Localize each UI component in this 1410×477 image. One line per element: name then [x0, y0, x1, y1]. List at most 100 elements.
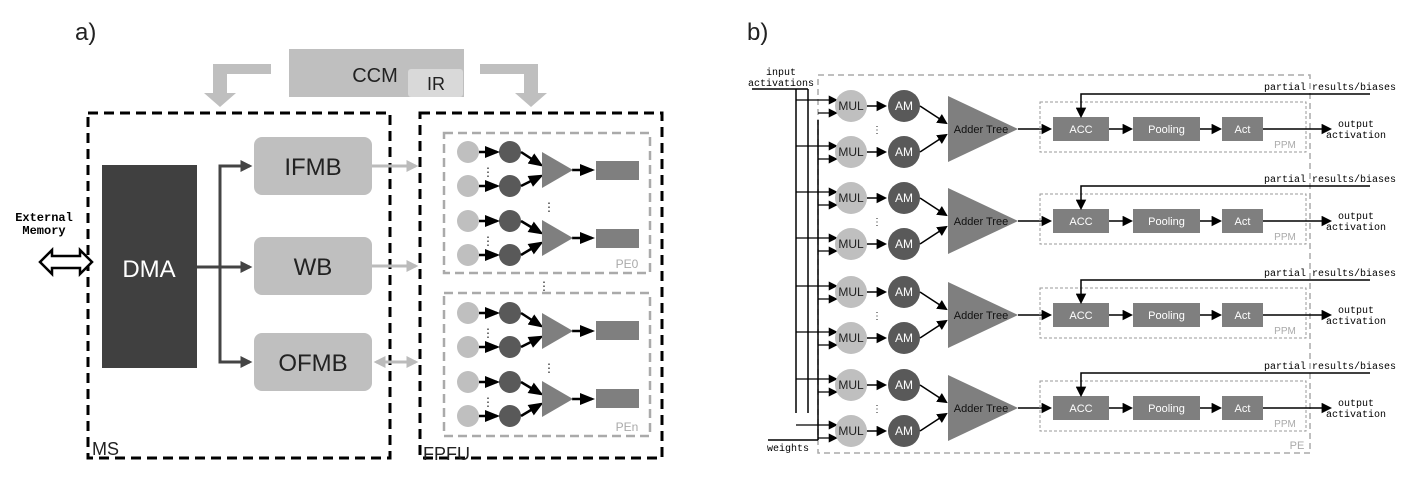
ppm-label: PPM	[1274, 232, 1296, 243]
adder-tree-label: Adder Tree	[954, 216, 1008, 228]
svg-text:⋮: ⋮	[872, 404, 882, 415]
panel-a-label: a)	[75, 19, 96, 46]
pooling-block	[1133, 117, 1200, 141]
mul-node	[835, 322, 867, 354]
svg-text:⋮: ⋮	[482, 326, 494, 340]
wb-block	[254, 237, 372, 295]
adder-tree	[948, 282, 1018, 348]
partial-results-label: partial results/biases	[1264, 268, 1396, 280]
acc-block	[1053, 117, 1109, 141]
ofmb-label: OFMB	[278, 350, 347, 377]
fpfu-box	[418, 111, 664, 460]
pooling-block-label: Pooling	[1148, 310, 1185, 322]
pe-label: PE	[1290, 440, 1305, 452]
output-activation-label: output activation	[1326, 120, 1386, 142]
ccm-to-ms-arrow	[204, 64, 271, 107]
dma-label: DMA	[122, 256, 175, 283]
svg-text:⋮: ⋮	[872, 217, 882, 228]
ppm-label: PPM	[1274, 326, 1296, 337]
am-label: AM	[895, 145, 913, 159]
am-label: AM	[895, 191, 913, 205]
am-node	[888, 276, 920, 308]
pe0-group: PE0 ⋮ ⋮ ⋮	[442, 131, 652, 275]
svg-text:⋮: ⋮	[543, 361, 555, 375]
pe0-box	[442, 131, 652, 275]
adder-tree-label: Adder Tree	[954, 403, 1008, 415]
acc-block	[1053, 396, 1109, 420]
output-activation-label: output activation	[1326, 306, 1386, 328]
svg-text:⋮: ⋮	[482, 165, 494, 179]
partial-results-line	[1075, 279, 1370, 305]
mul-node	[835, 415, 867, 447]
ccm-to-fpfu-arrow	[480, 64, 547, 107]
ifmb-block	[254, 137, 372, 195]
pooling-block-label: Pooling	[1148, 216, 1185, 228]
mul-label: MUL	[838, 145, 864, 159]
act-block-label: Act	[1235, 310, 1251, 322]
svg-text:⋮: ⋮	[872, 311, 882, 322]
act-block-label: Act	[1235, 216, 1251, 228]
acc-block-label: ACC	[1069, 310, 1092, 322]
ppm-box	[1039, 101, 1307, 153]
am-node	[888, 90, 920, 122]
partial-results-label: partial results/biases	[1264, 82, 1396, 94]
pe-row-0: MUL AM MUL AM ⋮ Adder Tree PPM ACC Pooling Act par…	[796, 82, 1396, 168]
am-node	[888, 322, 920, 354]
mul-label: MUL	[838, 237, 864, 251]
panel-a: a) CCM IR MS FPFU External Memory DMA IFM…	[15, 19, 664, 464]
am-node	[888, 182, 920, 214]
acc-block	[1053, 303, 1109, 327]
ir-label: IR	[427, 74, 445, 94]
output-activation-label: output activation	[1326, 399, 1386, 421]
partial-results-line	[1075, 93, 1370, 119]
am-label: AM	[895, 99, 913, 113]
partial-results-label: partial results/biases	[1264, 361, 1396, 373]
mul-node	[835, 369, 867, 401]
ir-block	[408, 69, 463, 97]
fpfu-label: FPFU	[423, 444, 470, 464]
ms-label: MS	[92, 439, 119, 459]
am-node	[888, 415, 920, 447]
input-activations-label: input activations	[748, 67, 814, 90]
adder-tree-label: Adder Tree	[954, 124, 1008, 136]
pe-row-3: MUL AM MUL AM ⋮ Adder Tree PPM ACC Pooling Act par…	[796, 361, 1396, 447]
acc-block-label: ACC	[1069, 124, 1092, 136]
external-memory-label: External Memory	[15, 211, 73, 238]
partial-results-label: partial results/biases	[1264, 174, 1396, 186]
dma-to-ofmb-arrow	[218, 267, 253, 368]
ppm-box	[1039, 287, 1307, 339]
ms-box	[86, 111, 392, 460]
weights-label: weights	[767, 443, 809, 455]
am-node	[888, 228, 920, 260]
mul-node	[835, 90, 867, 122]
dma-block	[102, 165, 197, 368]
am-label: AM	[895, 285, 913, 299]
mul-node	[835, 136, 867, 168]
ccm-label: CCM	[352, 65, 398, 87]
mul-label: MUL	[838, 424, 864, 438]
act-block	[1222, 303, 1263, 327]
external-memory-arrow	[38, 246, 94, 278]
wb-label: WB	[294, 254, 333, 281]
svg-text:⋮: ⋮	[482, 395, 494, 409]
partial-results-line	[1075, 185, 1370, 211]
partial-results-line	[1075, 372, 1370, 398]
pooling-block	[1133, 396, 1200, 420]
pooling-block	[1133, 303, 1200, 327]
am-label: AM	[895, 331, 913, 345]
pe-row-2: MUL AM MUL AM ⋮ Adder Tree PPM ACC Pooling Act par…	[796, 268, 1396, 354]
ofmb-block	[254, 333, 372, 391]
svg-text:⋮: ⋮	[872, 125, 882, 136]
ppm-box	[1039, 380, 1307, 432]
ppm-label: PPM	[1274, 140, 1296, 151]
ppm-label: PPM	[1274, 419, 1296, 430]
acc-block-label: ACC	[1069, 216, 1092, 228]
adder-tree-label: Adder Tree	[954, 310, 1008, 322]
mul-node	[835, 276, 867, 308]
pen-label: PEn	[616, 420, 639, 434]
pen-group: PEn ⋮ ⋮ ⋮	[442, 291, 652, 438]
svg-text:⋮: ⋮	[543, 200, 555, 214]
pen-box	[442, 291, 652, 438]
dma-to-ifmb-arrow	[197, 160, 253, 269]
acc-block-label: ACC	[1069, 403, 1092, 415]
